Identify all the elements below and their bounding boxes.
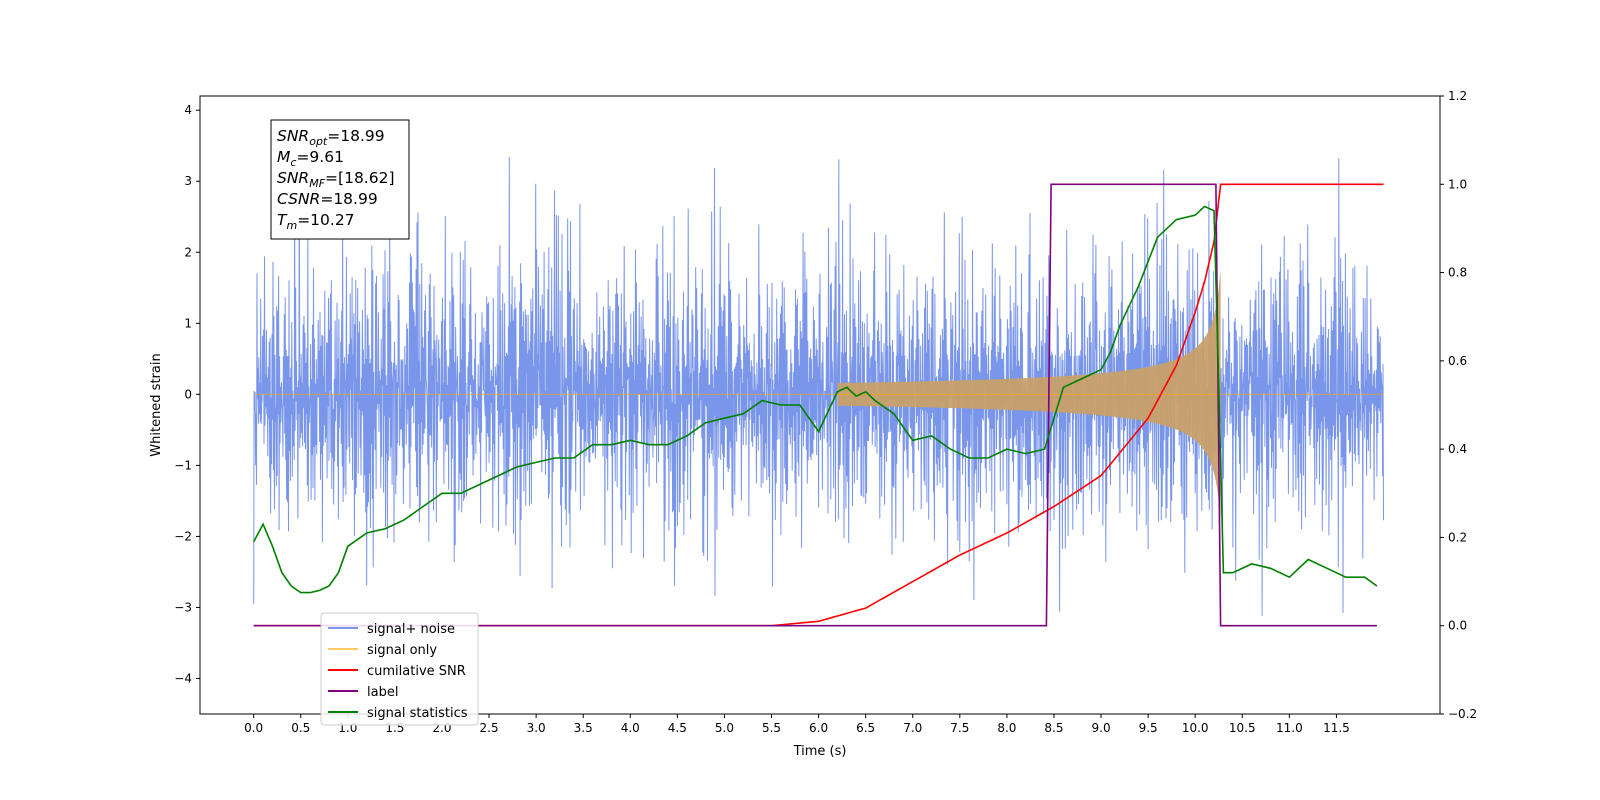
annotation-symbol: SNR [277,169,309,187]
x-tick-label: 9.5 [1139,721,1158,735]
x-tick-label: 7.0 [903,721,922,735]
annotation-value: =9.61 [296,148,344,166]
x-tick-label: 5.5 [762,721,781,735]
signal-plus-noise-series [253,124,1384,616]
y-tick-label: 2 [184,245,192,259]
y-tick-label: 1 [184,316,192,330]
x-tick-label: 4.0 [621,721,640,735]
y2-tick-label: 0.4 [1448,442,1467,456]
y2-tick-label: 0.8 [1448,266,1467,280]
x-tick-label: 7.5 [950,721,969,735]
legend: signal+ noise signal only cumilative SNR la… [320,612,479,726]
annotation-value: =10.27 [297,211,354,229]
legend-label: signal only [367,643,437,658]
x-tick-label: 3.5 [574,721,593,735]
annotation-line: SNRMF=[18.62] [277,169,395,190]
y2-tick-label: 1.2 [1448,89,1467,103]
x-tick-label: 10.5 [1229,721,1256,735]
plot-frame [199,95,1441,715]
x-tick-label: 8.0 [997,721,1016,735]
annotation-symbol: CSNR [277,190,320,208]
cumulative-snr-line [253,183,1384,627]
metrics-annotation-box: SNRopt=18.99Mc=9.61SNRMF=[18.62]CSNR=18.… [270,119,410,240]
x-tick-label: 2.5 [480,721,499,735]
y2-tick-label: 0.2 [1448,530,1467,544]
annotation-subscript: m [286,219,297,232]
y-tick-label: −4 [174,671,192,685]
y-axis-label: Whitened strain [149,353,164,456]
y-tick-label: −2 [174,529,192,543]
annotation-value: =[18.62] [325,169,394,187]
annotation-symbol: M [277,148,290,166]
label-line [253,183,1377,627]
annotation-value: =18.99 [327,127,384,145]
y-axis-right: 1.2 1.0 0.8 0.6 0.4 0.2 0.0 −0.2 [1440,89,1477,721]
legend-label: label [367,685,398,700]
x-tick-label: 4.5 [668,721,687,735]
signal-plus-noise-line [253,124,1384,616]
x-tick-label: 11.5 [1323,721,1350,735]
annotation-line: Mc=9.61 [277,148,344,169]
right-axis-series [252,183,1384,627]
y-axis-left: 4 3 2 1 0 −1 −2 −3 −4 [174,103,200,685]
x-tick-label: 6.5 [856,721,875,735]
y2-tick-label: −0.2 [1448,707,1477,721]
x-axis-label: Time (s) [793,744,847,759]
x-tick-label: 10.0 [1182,721,1209,735]
y-tick-label: −1 [174,458,192,472]
annotation-subscript: c [290,156,296,169]
annotation-symbol: SNR [277,127,309,145]
plot-area [252,124,1384,627]
x-tick-label: 5.0 [715,721,734,735]
annotation-frame [270,119,410,240]
x-tick-label: 0.0 [244,721,263,735]
annotation-subscript: MF [309,177,325,190]
annotation-symbol: T [277,211,288,229]
legend-label: cumilative SNR [367,664,466,679]
x-tick-label: 8.5 [1044,721,1063,735]
y-tick-label: 0 [184,387,192,401]
annotation-subscript: opt [309,135,328,148]
legend-label: signal+ noise [367,622,455,637]
legend-label: signal statistics [367,706,468,721]
x-tick-label: 3.0 [527,721,546,735]
x-tick-label: 9.0 [1092,721,1111,735]
annotation-line: SNRopt=18.99 [277,127,385,148]
x-tick-label: 0.5 [291,721,310,735]
annotation-value: =18.99 [320,190,377,208]
legend-frame [320,612,479,726]
y-tick-label: 3 [184,174,192,188]
annotation-line: Tm=10.27 [277,211,355,232]
x-tick-label: 6.0 [809,721,828,735]
y2-tick-label: 1.0 [1448,177,1467,191]
y-tick-label: −3 [174,600,192,614]
y-tick-label: 4 [184,103,192,117]
signal-statistics-line [252,205,1378,594]
annotation-line: CSNR=18.99 [277,190,378,208]
x-tick-label: 11.0 [1276,721,1303,735]
signal-only-series [253,270,1384,519]
y2-tick-label: 0.0 [1448,619,1467,633]
y2-tick-label: 0.6 [1448,354,1467,368]
